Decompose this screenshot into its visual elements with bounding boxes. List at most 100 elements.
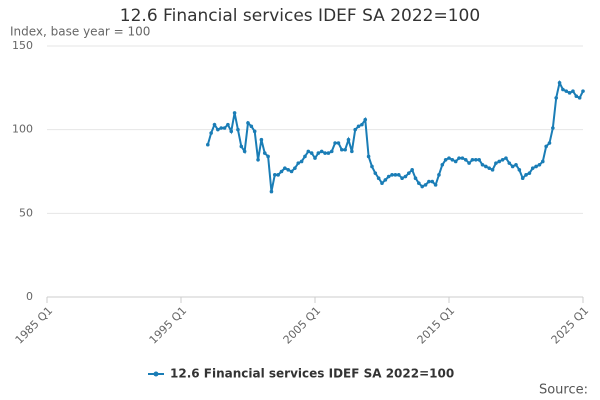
point: [463, 157, 468, 162]
point: [252, 129, 257, 134]
point: [544, 144, 548, 149]
point: [551, 126, 555, 130]
point: [232, 111, 237, 115]
point: [269, 189, 274, 194]
point: [443, 157, 448, 162]
chart-title: 12.6 Financial services IDEF SA 2022=100: [120, 6, 480, 26]
point: [567, 91, 572, 95]
point: [390, 173, 394, 177]
point: [289, 169, 294, 174]
y-tick-label: 150: [12, 39, 33, 52]
point: [350, 149, 354, 154]
point: [457, 156, 461, 160]
x-tick-label: 2005 Q1: [281, 304, 324, 347]
point: [293, 166, 297, 170]
point: [517, 168, 522, 172]
point: [246, 121, 250, 125]
point: [487, 166, 492, 170]
x-tick-label: 2015 Q1: [415, 304, 458, 347]
point: [507, 161, 512, 165]
point: [266, 154, 270, 159]
point: [430, 179, 435, 184]
point: [209, 131, 213, 135]
point: [484, 164, 488, 169]
point: [564, 89, 569, 93]
point: [386, 174, 391, 179]
point: [407, 171, 411, 175]
point: [353, 127, 358, 132]
point: [366, 154, 371, 159]
x-tick-label: 1995 Q1: [147, 304, 190, 347]
point: [423, 183, 428, 187]
point: [574, 94, 579, 98]
point: [524, 173, 528, 177]
point: [376, 176, 381, 180]
point: [343, 147, 347, 152]
point: [340, 147, 344, 152]
point: [480, 163, 485, 167]
point: [420, 184, 425, 189]
legend-label: 12.6 Financial services IDEF SA 2022=100: [170, 367, 454, 381]
point: [393, 173, 398, 177]
legend-marker: [153, 371, 159, 377]
point: [557, 81, 562, 85]
point: [363, 117, 368, 122]
y-tick-label: 50: [19, 206, 33, 219]
point: [276, 173, 280, 177]
point: [547, 141, 552, 145]
point: [400, 176, 404, 180]
point: [541, 159, 545, 164]
point: [259, 137, 264, 142]
point: [356, 124, 361, 129]
point: [514, 163, 518, 167]
point: [333, 141, 337, 145]
point: [403, 174, 408, 179]
point: [537, 163, 542, 167]
point: [296, 161, 301, 165]
point: [216, 127, 220, 132]
point: [309, 151, 314, 155]
point: [396, 173, 401, 177]
point: [299, 159, 304, 164]
point: [417, 181, 421, 186]
point: [286, 168, 291, 172]
point: [262, 151, 267, 155]
point: [239, 144, 244, 149]
point: [530, 166, 535, 170]
point: [450, 157, 455, 162]
y-tick-label: 0: [26, 290, 33, 303]
point: [373, 171, 378, 175]
point: [326, 151, 331, 155]
point: [256, 157, 260, 162]
subtitle: Index, base year = 100: [10, 25, 150, 39]
point: [279, 169, 284, 174]
point: [329, 149, 334, 154]
point: [474, 157, 478, 162]
point: [477, 157, 481, 162]
point: [500, 157, 505, 162]
point: [229, 129, 234, 134]
point: [467, 161, 471, 165]
point: [226, 122, 230, 127]
point: [346, 137, 351, 142]
point: [222, 126, 227, 130]
point: [447, 156, 451, 160]
point: [410, 168, 414, 172]
point: [370, 164, 374, 169]
point: [490, 168, 495, 172]
point: [494, 161, 498, 165]
point: [212, 122, 217, 127]
point: [571, 89, 575, 93]
point: [206, 142, 210, 147]
x-tick-label: 1985 Q1: [13, 304, 56, 347]
point: [316, 151, 321, 155]
point: [527, 171, 532, 175]
point: [242, 149, 247, 154]
point: [319, 149, 324, 154]
point: [283, 166, 287, 170]
point: [504, 156, 508, 160]
point: [561, 87, 565, 92]
x-tick-label: 2025 Q1: [549, 304, 592, 347]
y-tick-label: 100: [12, 123, 33, 136]
